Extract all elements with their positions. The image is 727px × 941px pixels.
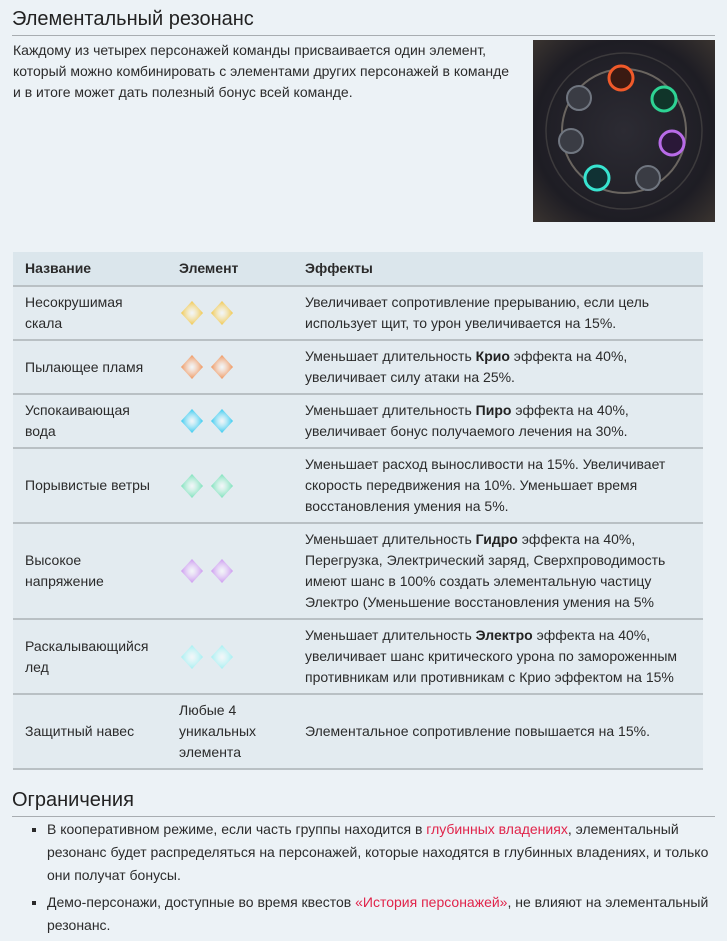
resonance-name: Раскалывающийся лед (13, 618, 167, 694)
table-row: Защитный навес Любые 4 уникальных элемен… (13, 693, 703, 770)
effect-text: Уменьшает длительность (305, 348, 476, 364)
pyro-icon (209, 354, 235, 380)
resonance-name: Высокое напряжение (13, 522, 167, 619)
geo-icon (179, 300, 205, 326)
hydro-icon (209, 408, 235, 434)
element-text: Любые 4 уникальных элемента (179, 702, 257, 760)
effect-text: Уменьшает длительность (305, 627, 476, 643)
col-header-name: Название (13, 252, 167, 286)
geo-icon (209, 300, 235, 326)
electro-icon (209, 558, 235, 584)
effect-text: эффекта на 40%, увеличивает силу атаки н… (305, 348, 628, 385)
element-cell (167, 339, 293, 394)
table-row: Высокое напряжение Уменьшает длительност… (13, 522, 703, 619)
anemo-icon (179, 473, 205, 499)
table-row: Раскалывающийся лед Уменьшает длительнос… (13, 618, 703, 694)
effect-text: Увеличивает сопротивление прерыванию, ес… (305, 294, 650, 331)
resonance-name: Порывистые ветры (13, 447, 167, 523)
effect-element: Электро (475, 627, 533, 643)
cryo-icon (179, 644, 205, 670)
table-row: Порывистые ветры Уменьшает расход выносл… (13, 447, 703, 523)
col-header-effects: Эффекты (293, 252, 703, 286)
pyro-icon (179, 354, 205, 380)
intro-text: Каждому из четырех персонажей команды пр… (13, 42, 510, 100)
effect-text: Элементальное сопротивление повышается н… (305, 723, 650, 739)
list-item: Демо-персонажи, доступные во время квест… (47, 891, 727, 937)
electro-icon (179, 558, 205, 584)
effect-text: эффекта на 40%, увеличивает шанс критиче… (305, 627, 678, 685)
limits-title: Ограничения (12, 789, 715, 817)
effect-cell: Уменьшает длительность Крио эффекта на 4… (293, 339, 703, 394)
text: В кооперативном режиме, если часть групп… (47, 821, 427, 837)
element-cell (167, 618, 293, 694)
resonance-table: Название Элемент Эффекты Несокрушимая ск… (13, 252, 703, 770)
anemo-icon (209, 473, 235, 499)
element-cell: Любые 4 уникальных элемента (167, 693, 293, 770)
list-item: В кооперативном режиме, если часть групп… (47, 818, 727, 887)
deep-domains-link[interactable]: глубинных владениях (426, 821, 568, 837)
table-row: Успокаивающая вода Уменьшает длительност… (13, 393, 703, 448)
cryo-icon (209, 644, 235, 670)
effect-text: Уменьшает длительность (305, 531, 476, 547)
effect-text: эффекта на 40%, увеличивает бонус получа… (305, 402, 629, 439)
effect-cell: Элементальное сопротивление повышается н… (293, 693, 703, 770)
effect-cell: Увеличивает сопротивление прерыванию, ес… (293, 285, 703, 340)
element-cell (167, 522, 293, 619)
effect-cell: Уменьшает расход выносливости на 15%. Ув… (293, 447, 703, 523)
effect-element: Гидро (475, 531, 518, 547)
col-header-element: Элемент (167, 252, 293, 286)
section-title: Элементальный резонанс (12, 8, 715, 36)
resonance-wheel-image (533, 40, 715, 222)
resonance-name: Защитный навес (13, 693, 167, 770)
effect-cell: Уменьшает длительность Электро эффекта н… (293, 618, 703, 694)
element-cell (167, 447, 293, 523)
resonance-name: Несокрушимая скала (13, 285, 167, 340)
text: , не влияют на элементальный резонанс. (47, 894, 709, 933)
effect-element: Пиро (475, 402, 512, 418)
effect-text: Уменьшает длительность (305, 402, 476, 418)
effect-element: Крио (475, 348, 510, 364)
table-row: Несокрушимая скала Увеличивает сопротивл… (13, 285, 703, 340)
text: , элементальный резонанс будет распредел… (47, 821, 709, 883)
resonance-name: Успокаивающая вода (13, 393, 167, 448)
element-cell (167, 393, 293, 448)
effect-text: эффекта на 40%, Перегрузка, Электрически… (305, 531, 666, 610)
resonance-name: Пылающее пламя (13, 339, 167, 394)
effect-cell: Уменьшает длительность Гидро эффекта на … (293, 522, 703, 619)
story-quests-link[interactable]: «История персонажей» (355, 894, 508, 910)
effect-text: Уменьшает расход выносливости на 15%. Ув… (305, 456, 666, 514)
hydro-icon (179, 408, 205, 434)
text: Демо-персонажи, доступные во время квест… (47, 894, 356, 910)
element-cell (167, 285, 293, 340)
effect-cell: Уменьшает длительность Пиро эффекта на 4… (293, 393, 703, 448)
table-row: Пылающее пламя Уменьшает длительность Кр… (13, 339, 703, 394)
limits-list: В кооперативном режиме, если часть групп… (20, 818, 727, 941)
